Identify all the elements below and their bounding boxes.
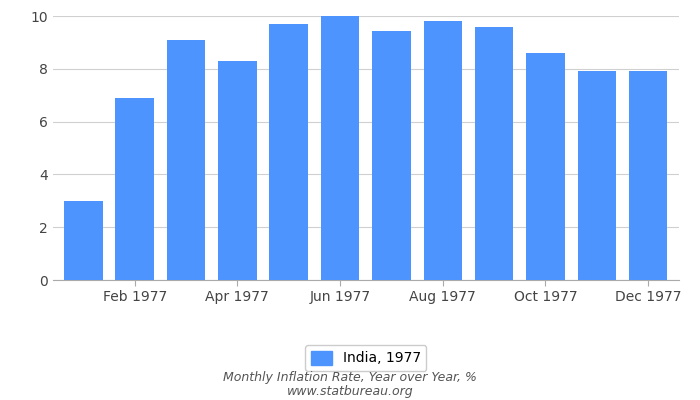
Bar (372, 30, 411, 280)
Bar (321, 16, 359, 280)
Bar (64, 201, 103, 280)
Text: Monthly Inflation Rate, Year over Year, %: Monthly Inflation Rate, Year over Year, … (223, 372, 477, 384)
Bar (167, 40, 205, 280)
Bar (218, 61, 257, 280)
Bar (526, 53, 565, 280)
Bar (578, 72, 616, 280)
Bar (270, 24, 308, 280)
Text: www.statbureau.org: www.statbureau.org (287, 386, 413, 398)
Bar (116, 98, 154, 280)
Bar (424, 21, 462, 280)
Bar (475, 26, 513, 280)
Bar (629, 72, 667, 280)
Legend: India, 1977: India, 1977 (305, 345, 426, 371)
